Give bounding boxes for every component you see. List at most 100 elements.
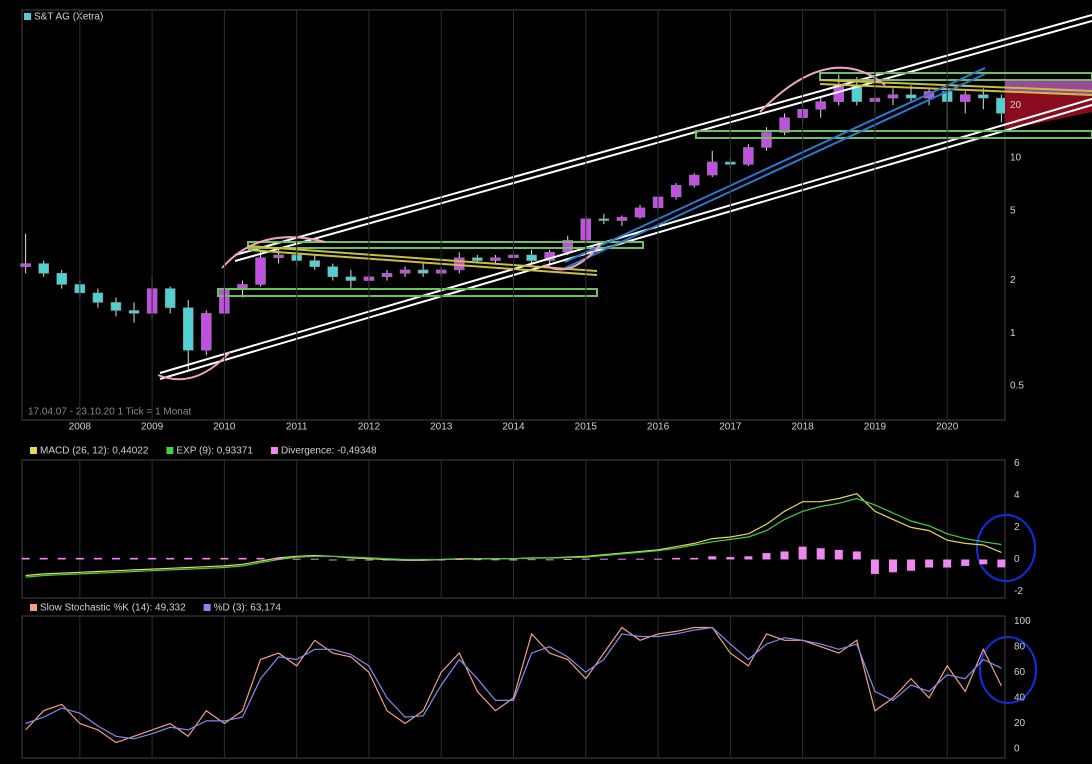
arc (221, 236, 326, 269)
legend-swatch (166, 447, 174, 454)
y-tick-label: -2 (1014, 586, 1023, 597)
y-tick-label: 4 (1014, 490, 1020, 501)
candle-body (779, 117, 790, 133)
channel-line (234, 20, 1092, 262)
range-note: 17.04.07 - 23.10.20 1 Tick = 1 Monat (28, 407, 191, 418)
x-tick-label: 2018 (791, 422, 814, 433)
divergence-bar (726, 557, 735, 560)
legend-label: EXP (9): 0,93371 (176, 446, 253, 457)
candle-body (345, 276, 357, 281)
divergence-bar (690, 557, 699, 560)
y-tick-label: 6 (1014, 458, 1020, 469)
drawings (157, 14, 1092, 704)
candle-body (454, 257, 465, 271)
chart-title: S&T AG (Xetra) (34, 12, 103, 23)
legend-label: Divergence: -0,49348 (281, 446, 377, 457)
divergence-bar (21, 557, 30, 560)
candle-body (164, 288, 176, 308)
divergence-bar (762, 553, 771, 560)
divergence-bar (292, 558, 301, 560)
divergence-bar (599, 558, 608, 560)
divergence-bar (925, 559, 934, 568)
candle-body (237, 284, 248, 289)
candle-body (399, 269, 411, 274)
x-tick-label: 2015 (575, 422, 598, 433)
divergence-bar (744, 556, 753, 560)
divergence-bar (274, 557, 283, 560)
y-tick-label: 100 (1014, 616, 1031, 627)
y-tick-label: 60 (1014, 667, 1026, 678)
divergence-bar (75, 557, 84, 560)
divergence-bar (997, 559, 1006, 568)
candle-body (56, 273, 68, 285)
divergence-bar (166, 557, 175, 560)
divergence-bar (346, 559, 355, 561)
candle-body (761, 132, 772, 148)
divergence-bar (907, 559, 916, 571)
divergence-bar (328, 559, 337, 561)
divergence-bar (256, 557, 265, 560)
x-tick-label: 2008 (69, 422, 92, 433)
legend-swatch (30, 447, 37, 454)
divergence-bar (654, 558, 663, 560)
support-box (819, 72, 1092, 81)
divergence-bar (455, 559, 464, 561)
candle-body (743, 147, 754, 165)
divergence-bar (220, 557, 229, 560)
candle-body (273, 254, 284, 258)
divergence-bar (93, 557, 102, 560)
divergence-bar (617, 558, 626, 560)
highlight-circle (976, 514, 1036, 582)
channel-line (159, 98, 1092, 374)
candle-body (707, 161, 718, 176)
candle-body (634, 207, 646, 218)
x-tick-label: 2016 (647, 422, 670, 433)
y-tick-label: 40 (1014, 693, 1026, 704)
x-tick-label: 2009 (141, 422, 164, 433)
divergence-bar (834, 549, 843, 560)
y-tick-label: 2 (1010, 275, 1016, 286)
candle-body (887, 94, 899, 99)
x-tick-label: 2020 (936, 422, 959, 433)
candle-body (472, 257, 483, 261)
y-tick-label: 20 (1014, 718, 1026, 729)
divergence-bar (364, 559, 373, 561)
divergence-bar (563, 559, 572, 561)
divergence-bar (672, 557, 681, 560)
divergence-bar (238, 557, 247, 560)
legend-label: Slow Stochastic %K (14): 49,332 (40, 603, 186, 614)
divergence-bar (581, 558, 590, 560)
x-tick-label: 2010 (213, 422, 236, 433)
channel-line (234, 14, 1092, 256)
candle-body (38, 263, 49, 274)
divergence-bar (202, 557, 211, 560)
x-tick-label: 2012 (358, 422, 381, 433)
candle-body (182, 307, 194, 351)
y-tick-label: 2 (1014, 522, 1020, 533)
divergence-bar (184, 557, 193, 560)
x-tick-label: 2014 (502, 422, 525, 433)
candle-body (92, 292, 104, 303)
divergence-bar (545, 559, 554, 561)
legend-swatch (270, 447, 278, 454)
legend-label: %D (3): 63,174 (214, 603, 282, 614)
divergence-bar (401, 559, 410, 561)
divergence-bar (527, 559, 536, 561)
arc (759, 66, 886, 113)
candle-body (616, 216, 628, 221)
trend-line (247, 245, 598, 272)
candle-body (110, 302, 122, 311)
y-tick-label: 80 (1014, 641, 1026, 652)
y-tick-label: 10 (1010, 153, 1022, 164)
divergence-bar (780, 551, 789, 560)
candle-body (309, 260, 320, 267)
candle-body (381, 273, 393, 278)
candle-body (959, 94, 971, 102)
divergence-bar (130, 557, 139, 560)
candle-body (20, 263, 31, 267)
trend-line (564, 67, 986, 263)
divergence-bar (383, 559, 392, 561)
legend-swatch (203, 604, 211, 611)
y-tick-label: 1 (1010, 328, 1016, 339)
